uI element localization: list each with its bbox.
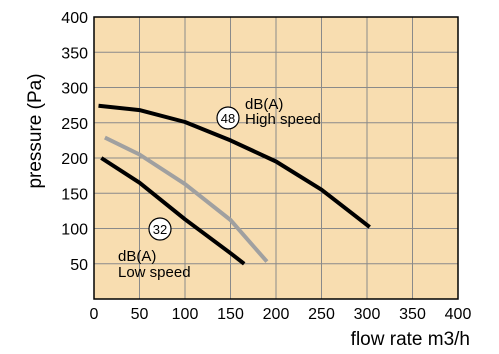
x-tick-label-0: 0 bbox=[90, 306, 99, 323]
x-tick-label-5: 250 bbox=[308, 306, 335, 323]
y-tick-label-2: 150 bbox=[61, 186, 88, 203]
badge-value-low: 32 bbox=[153, 222, 167, 237]
y-tick-label-7: 400 bbox=[61, 10, 88, 27]
y-tick-label-6: 350 bbox=[61, 45, 88, 62]
x-axis-title: flow rate m3/h bbox=[351, 329, 470, 350]
annotation-high-speed: 48 dB(A) High speed bbox=[216, 96, 321, 130]
series-line-2 bbox=[100, 156, 246, 266]
badge-value-high: 48 bbox=[221, 111, 235, 126]
x-tick-label-8: 400 bbox=[445, 306, 472, 323]
y-tick-label-3: 200 bbox=[61, 151, 88, 168]
annotation-label-high-top: dB(A) bbox=[245, 96, 283, 113]
badge-circle-low bbox=[148, 217, 172, 241]
series-line-0 bbox=[98, 103, 371, 229]
y-axis-title: pressure (Pa) bbox=[25, 73, 46, 188]
annotation-low-speed: 32 dB(A) Low speed bbox=[118, 217, 191, 281]
x-tick-labels: 0 50 100 150 200 250 300 350 400 bbox=[90, 306, 472, 323]
y-tick-label-5: 300 bbox=[61, 81, 88, 98]
y-tick-label-4: 250 bbox=[61, 116, 88, 133]
annotation-label-low-bottom: Low speed bbox=[118, 264, 191, 281]
y-tick-label-1: 100 bbox=[61, 222, 88, 239]
y-tick-labels: 50 100 150 200 250 300 350 400 bbox=[61, 10, 88, 274]
series-line-1 bbox=[104, 135, 269, 263]
x-tick-label-6: 300 bbox=[354, 306, 381, 323]
plot-frame bbox=[93, 16, 459, 300]
y-tick-label-0: 50 bbox=[70, 257, 88, 274]
badge-circle-high bbox=[216, 106, 240, 130]
annotation-label-low-top: dB(A) bbox=[118, 248, 156, 265]
x-tick-label-7: 350 bbox=[399, 306, 426, 323]
x-tick-label-1: 50 bbox=[131, 306, 149, 323]
x-tick-label-3: 150 bbox=[217, 306, 244, 323]
series-layer bbox=[98, 103, 371, 266]
x-tick-label-4: 200 bbox=[263, 306, 290, 323]
x-tick-label-2: 100 bbox=[172, 306, 199, 323]
annotation-label-high-bottom: High speed bbox=[245, 111, 321, 128]
